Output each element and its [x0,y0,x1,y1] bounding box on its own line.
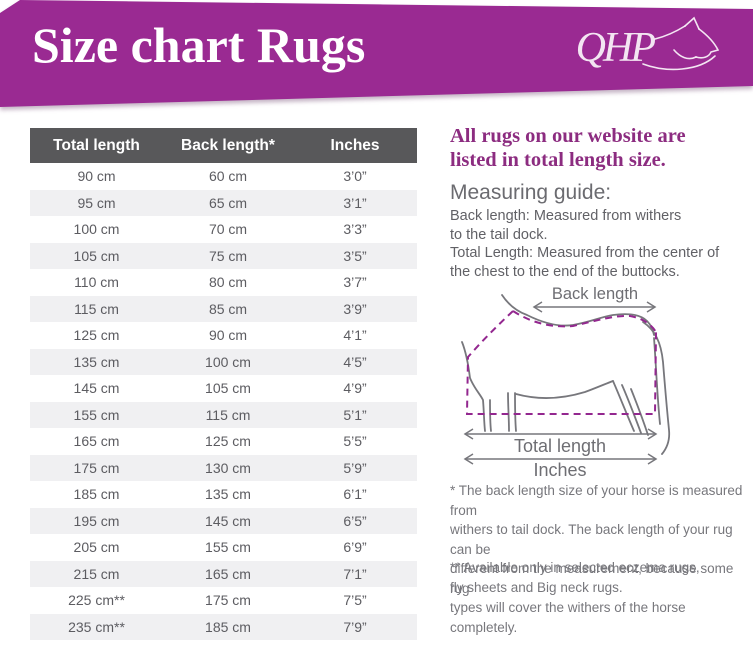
table-cell: 95 cm [77,194,116,211]
measuring-guide-text: Back length: Measured from withers to th… [450,208,720,280]
table-cell: 165 cm [73,433,120,450]
size-chart-table: Total length Back length* Inches 90 cm 60… [30,128,417,640]
table-row: 205 cm 155 cm 6’9” [30,534,417,561]
table-cell: 175 cm [73,459,120,476]
table-row: 110 cm 80 cm 3’7” [30,269,417,296]
back-length-label: Back length [552,285,638,303]
table-cell: 125 cm [205,433,251,450]
table-row: 155 cm 115 cm 5’1” [30,401,417,428]
table-cell: 75 cm [208,247,248,264]
table-cell: 3’7” [343,274,367,291]
intro-heading-line1: All rugs on our website are [450,125,686,147]
table-row: 95 cm 65 cm 3’1” [30,189,417,216]
table-cell: 225 cm** [68,592,125,609]
back-length-arrow [532,301,657,313]
table-row: 185 cm 135 cm 6’1” [30,481,417,508]
table-cell: 125 cm [73,327,120,344]
table-cell: 4’1” [343,327,367,344]
table-cell: 90 cm [77,168,116,185]
table-cell: 235 cm** [68,618,125,635]
table-cell: 3’9” [343,300,367,317]
table-row: 175 cm 130 cm 5’9” [30,454,417,481]
header-banner: Size chart Rugs QHP [0,0,753,115]
footnote-back-length: * The back length size of your horse is … [450,483,743,635]
table-row: 215 cm 165 cm 7’1” [30,560,417,587]
table-row: 105 cm 75 cm 3’5” [30,242,417,269]
total-length-arrow [463,428,658,440]
table-cell: 85 cm [208,300,248,317]
table-cell: 110 cm [74,274,119,291]
table-row: 100 cm 70 cm 3’3” [30,216,417,243]
table-cell: 175 cm [205,592,251,609]
table-cell: 215 cm [73,565,120,582]
table-cell: 100 cm [205,353,251,370]
table-cell: 165 cm [205,565,251,582]
table-cell: 3’0” [343,168,367,185]
table-cell: 100 cm [73,221,120,238]
table-row: 165 cm 125 cm 5’5” [30,428,417,455]
table-row: 90 cm 60 cm 3’0” [30,163,417,190]
table-cell: 130 cm [205,459,251,476]
footnote-availability: ** Available only in selected eczema rug… [450,560,700,595]
table-cell: 7’5” [343,592,367,609]
table-cell: 135 cm [205,486,251,503]
header-banner-shape: Size chart Rugs QHP [0,0,753,107]
table-cell: 5’1” [343,406,367,423]
table-cell: 115 cm [74,300,119,317]
table-row: 225 cm** 175 cm 7’5” [30,587,417,614]
table-row: 135 cm 100 cm 4’5” [30,348,417,375]
table-header-row: Total length Back length* Inches [30,128,417,163]
table-cell: 155 cm [73,406,120,423]
table-cell: 185 cm [73,486,120,503]
brand-logo: QHP [576,16,727,74]
table-cell: 70 cm [208,221,248,238]
table-cell: 60 cm [208,168,248,185]
table-cell: 6’1” [343,486,367,503]
inches-label: Inches [533,460,586,480]
column-header-inches: Inches [293,128,417,163]
size-table-body: 90 cm 60 cm 3’0” 95 cm 65 cm 3’1” 100 cm 70 cm 3… [30,163,417,640]
table-row: 125 cm 90 cm 4’1” [30,322,417,349]
table-cell: 7’9” [343,618,367,635]
table-cell: 6’5” [343,512,367,529]
table-cell: 3’3” [343,221,367,238]
table-cell: 3’5” [343,247,367,264]
table-cell: 5’9” [343,459,367,476]
table-cell: 205 cm [73,539,120,556]
table-cell: 105 cm [205,380,251,397]
table-row: 195 cm 145 cm 6’5” [30,507,417,534]
table-cell: 185 cm [205,618,251,635]
table-cell: 90 cm [208,327,248,344]
table-cell: 115 cm [205,406,251,423]
page-title: Size chart Rugs [32,17,366,73]
table-row: 145 cm 105 cm 4’9” [30,375,417,402]
column-header-total-length: Total length [30,128,163,163]
total-length-label: Total length [514,436,606,456]
table-cell: 65 cm [208,194,248,211]
table-cell: 155 cm [205,539,251,556]
table-cell: 5’5” [343,433,367,450]
table-cell: 105 cm [73,247,120,264]
measuring-guide-heading: Measuring guide: [450,181,612,204]
horse-outline-drawing [461,294,671,455]
horse-head-logo-icon [642,16,720,71]
inches-arrow [463,453,658,465]
table-cell: 145 cm [73,380,120,397]
table-row: 235 cm** 185 cm 7’9” [30,613,417,640]
table-cell: 145 cm [205,512,251,529]
rug-outline-dashed [465,310,657,415]
table-row: 115 cm 85 cm 3’9” [30,295,417,322]
intro-heading: All rugs on our website are listed in tot… [450,124,745,172]
table-cell: 6’9” [343,539,367,556]
table-cell: 4’5” [343,353,367,370]
table-cell: 4’9” [343,380,367,397]
table-cell: 135 cm [73,353,120,370]
table-cell: 7’1” [343,565,367,582]
table-cell: 195 cm [73,512,120,529]
column-header-back-length: Back length* [163,128,293,163]
horse-measuring-diagram: Back length Total length Inches [461,285,671,480]
table-cell: 3’1” [343,194,367,211]
intro-heading-line2: listed in total length size. [450,149,666,171]
table-cell: 80 cm [208,274,248,291]
